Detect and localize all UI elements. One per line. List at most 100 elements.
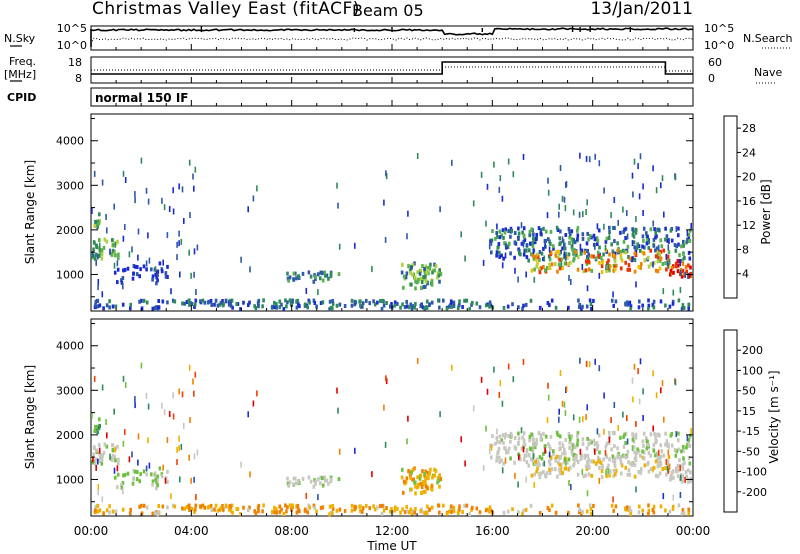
power-cell bbox=[471, 300, 474, 305]
power-cell bbox=[617, 219, 619, 226]
velocity-cell bbox=[581, 441, 585, 446]
power-cell bbox=[224, 298, 228, 303]
velocity-cell bbox=[666, 465, 669, 472]
velocity-cell bbox=[524, 507, 528, 512]
power-cell bbox=[100, 248, 104, 253]
power-cell bbox=[278, 299, 281, 304]
velocity-cell bbox=[679, 492, 682, 498]
power-colorbar-tick-label: 8 bbox=[742, 243, 749, 256]
velocity-cell bbox=[565, 386, 568, 393]
power-cell bbox=[100, 256, 104, 261]
velocity-cell bbox=[116, 465, 119, 472]
velocity-cell bbox=[629, 509, 633, 514]
power-cell bbox=[371, 266, 373, 273]
x-tick-label: 16:00 bbox=[475, 524, 510, 538]
power-cell bbox=[623, 249, 626, 254]
velocity-cell bbox=[431, 475, 434, 480]
power-cell bbox=[649, 248, 652, 253]
velocity-cell bbox=[622, 444, 626, 449]
velocity-cell bbox=[586, 404, 588, 411]
power-cell bbox=[668, 304, 672, 309]
velocity-cell bbox=[642, 431, 646, 436]
power-cell bbox=[554, 253, 558, 258]
power-cell bbox=[622, 239, 626, 244]
noise-tick-right-top: 10^5 bbox=[704, 22, 734, 35]
velocity-cell bbox=[613, 444, 616, 449]
power-cell bbox=[614, 299, 618, 304]
power-cell bbox=[98, 238, 101, 243]
velocity-cell bbox=[634, 435, 638, 440]
power-cell bbox=[638, 193, 641, 200]
power-cell bbox=[612, 303, 615, 308]
velocity-cell bbox=[649, 432, 653, 437]
velocity-cell bbox=[434, 469, 438, 473]
power-colorbar-label: Power [dB] bbox=[759, 179, 773, 244]
station-title: Christmas Valley East (fitACF) bbox=[92, 0, 360, 19]
power-cell bbox=[670, 238, 674, 243]
velocity-cell bbox=[556, 474, 559, 479]
velocity-cell bbox=[522, 358, 525, 365]
power-cell bbox=[180, 238, 183, 245]
power-cell bbox=[145, 267, 148, 272]
velocity-cell bbox=[637, 368, 639, 375]
velocity-cell bbox=[328, 504, 332, 509]
velocity-cell bbox=[643, 450, 646, 455]
velocity-cell bbox=[672, 494, 675, 501]
power-cell bbox=[528, 229, 532, 234]
power-cell bbox=[427, 271, 430, 276]
power-cell bbox=[105, 303, 109, 308]
velocity-cell bbox=[665, 472, 668, 477]
power-cell bbox=[525, 271, 527, 278]
power-cell bbox=[328, 307, 331, 312]
power-cell bbox=[97, 284, 99, 291]
power-cell bbox=[665, 253, 668, 260]
velocity-cell bbox=[528, 434, 532, 439]
power-cell bbox=[98, 242, 101, 249]
power-cell bbox=[94, 256, 97, 261]
power-cell bbox=[596, 250, 600, 255]
power-cell bbox=[126, 266, 130, 271]
nave-tick-bottom: 0 bbox=[708, 72, 715, 85]
velocity-cell bbox=[548, 471, 552, 475]
velocity-cell bbox=[129, 511, 132, 516]
velocity-colorbar-tick-label: -15 bbox=[742, 425, 760, 438]
velocity-cell bbox=[633, 363, 636, 370]
nsky-label: N.Sky bbox=[4, 32, 36, 45]
power-cell bbox=[659, 238, 663, 243]
power-cell bbox=[316, 272, 320, 277]
velocity-cell bbox=[162, 464, 164, 471]
velocity-cell bbox=[620, 471, 623, 476]
power-cell bbox=[508, 241, 511, 246]
power-cell bbox=[685, 269, 688, 274]
velocity-cell bbox=[536, 466, 539, 471]
velocity-cell bbox=[652, 448, 656, 453]
velocity-cell bbox=[100, 457, 104, 462]
velocity-cell bbox=[624, 465, 627, 470]
power-cell bbox=[480, 171, 483, 178]
power-cell bbox=[654, 248, 657, 253]
power-cell bbox=[135, 272, 139, 277]
power-cell bbox=[631, 232, 635, 237]
velocity-cell bbox=[319, 481, 322, 486]
velocity-cell bbox=[586, 436, 589, 441]
velocity-cell bbox=[686, 435, 689, 442]
velocity-cell bbox=[120, 483, 123, 488]
velocity-cell bbox=[539, 436, 543, 441]
velocity-cell bbox=[654, 473, 658, 478]
power-cell bbox=[581, 236, 585, 241]
velocity-cell bbox=[604, 449, 607, 456]
power-cell bbox=[576, 237, 579, 242]
power-cell bbox=[142, 264, 146, 269]
velocity-cell bbox=[278, 504, 281, 509]
power-cell bbox=[652, 237, 656, 242]
power-cell bbox=[145, 260, 148, 267]
power-cell bbox=[582, 211, 584, 218]
power-cell bbox=[415, 280, 419, 285]
velocity-cell bbox=[428, 471, 432, 476]
velocity-cell bbox=[549, 455, 553, 460]
velocity-cell bbox=[480, 376, 483, 383]
power-cell bbox=[608, 268, 611, 273]
power-cell bbox=[384, 236, 387, 243]
x-axis-label: Time UT bbox=[366, 539, 417, 553]
velocity-cell bbox=[399, 510, 402, 515]
